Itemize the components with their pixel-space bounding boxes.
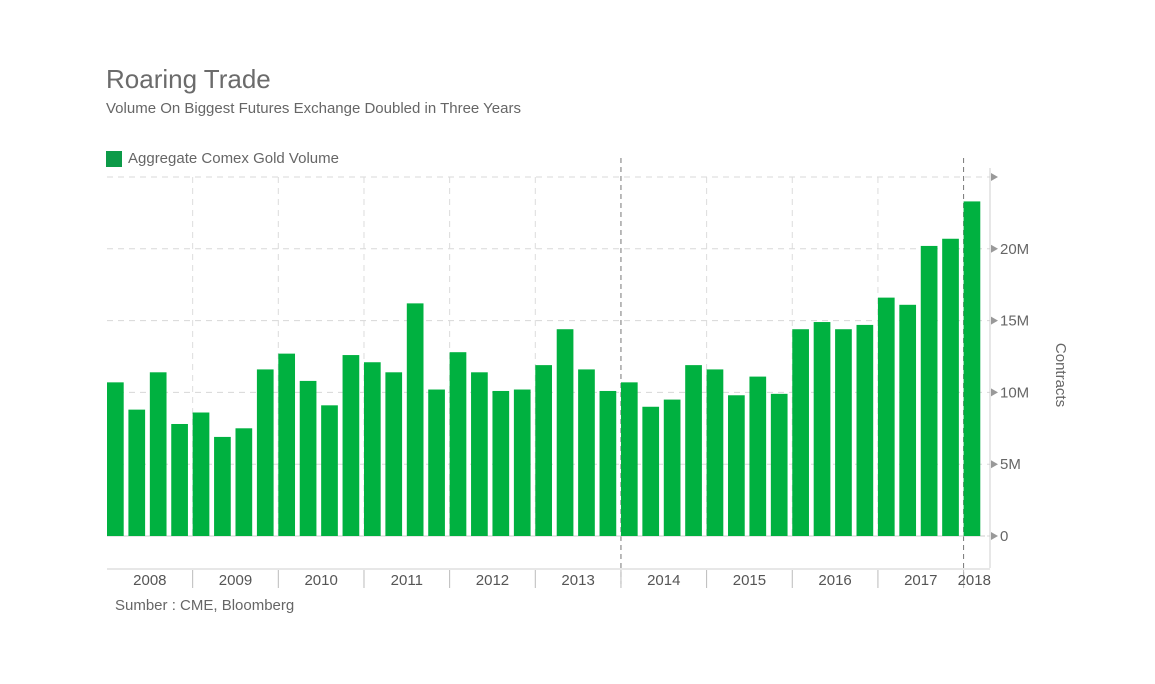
bar	[107, 382, 124, 536]
bar	[663, 399, 681, 536]
bar	[749, 376, 767, 536]
bar	[835, 329, 852, 536]
bar	[642, 406, 660, 536]
x-tick-label: 2015	[733, 572, 766, 589]
bar	[706, 369, 724, 536]
bar	[813, 322, 831, 536]
bar	[770, 393, 788, 536]
legend-swatch	[106, 150, 122, 167]
x-tick-label: 2011	[391, 572, 423, 589]
bar	[942, 238, 959, 536]
bar	[192, 412, 210, 536]
bar	[278, 353, 296, 536]
bar	[363, 362, 381, 536]
bar	[599, 390, 617, 536]
y-tick-marker	[991, 460, 998, 469]
x-tick-label: 2009	[219, 572, 252, 589]
bar	[728, 395, 745, 536]
x-tick-label: 2016	[818, 572, 851, 589]
x-tick-label: 2012	[476, 572, 509, 589]
bar	[449, 352, 467, 536]
bar	[299, 380, 317, 536]
bar	[235, 428, 253, 536]
source-note: Sumber : CME, Bloomberg	[115, 597, 295, 614]
bar	[214, 436, 231, 536]
y-tick-label: 0	[1000, 528, 1008, 545]
bar	[149, 372, 167, 536]
legend: Aggregate Comex Gold Volume	[106, 150, 339, 167]
bar	[256, 369, 274, 536]
chart-subtitle: Volume On Biggest Futures Exchange Doubl…	[106, 100, 521, 117]
y-tick-marker	[991, 244, 998, 253]
x-tick-label: 2018	[958, 572, 991, 589]
x-tick-label: 2008	[133, 572, 166, 589]
bar	[963, 201, 981, 536]
x-tick-label: 2010	[304, 572, 337, 589]
y-tick-marker	[991, 173, 998, 181]
y-tick-marker	[991, 532, 998, 540]
x-tick-label: 2017	[904, 572, 937, 589]
bar	[792, 329, 809, 536]
y-axis: 0 5M 10M 15M 20M	[989, 168, 1029, 568]
x-tick-label: 2014	[647, 572, 680, 589]
bar	[620, 382, 638, 536]
bar	[406, 303, 424, 536]
bar	[428, 389, 445, 536]
bar	[899, 304, 917, 536]
y-tick-marker	[991, 388, 998, 397]
legend-label: Aggregate Comex Gold Volume	[128, 150, 339, 167]
bar	[535, 365, 552, 536]
bar	[321, 405, 338, 536]
bar	[471, 372, 488, 536]
bar	[513, 389, 531, 536]
bar	[128, 409, 146, 536]
bar	[385, 372, 403, 536]
y-tick-label: 10M	[1000, 384, 1029, 401]
bar	[342, 355, 360, 536]
bar	[171, 423, 188, 536]
bar	[920, 245, 938, 536]
bar	[856, 324, 874, 536]
x-tick-label: 2013	[561, 572, 594, 589]
chart-title: Roaring Trade	[106, 64, 271, 94]
bar	[556, 329, 574, 536]
bar	[877, 297, 895, 536]
bar	[685, 365, 702, 536]
y-tick-marker	[991, 316, 998, 325]
y-axis-title: Contracts	[1052, 343, 1069, 407]
bars	[107, 201, 981, 536]
x-axis: 2008 2009 2010 2011 2012 2013 2014 2015 2016 2017…	[107, 568, 991, 589]
y-tick-label: 20M	[1000, 241, 1029, 258]
bar	[578, 369, 595, 536]
bar	[492, 390, 510, 536]
y-tick-label: 15M	[1000, 313, 1029, 330]
y-tick-label: 5M	[1000, 456, 1021, 473]
